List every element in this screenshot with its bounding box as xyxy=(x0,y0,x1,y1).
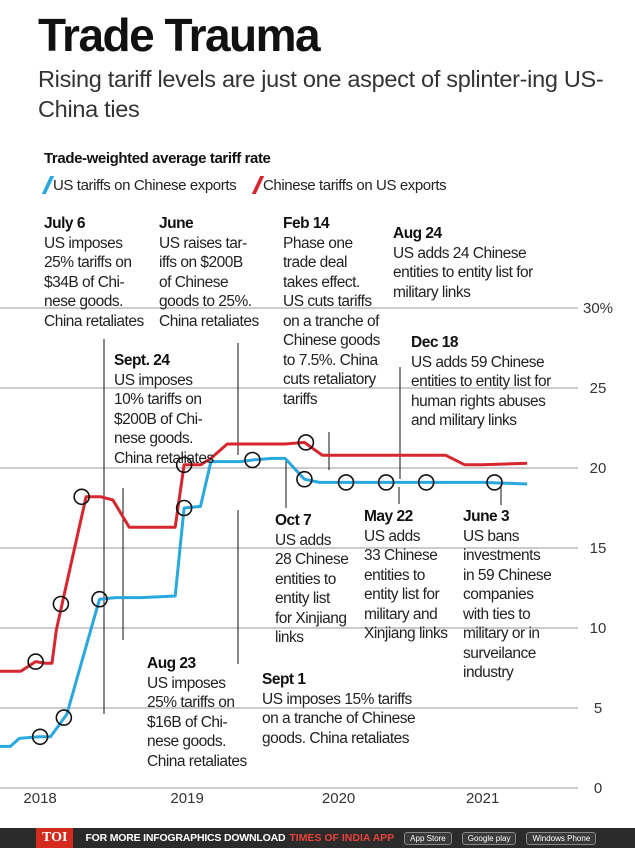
annotation-date: Aug 24 xyxy=(393,225,442,242)
legend-label-us: US tariffs on Chinese exports xyxy=(53,176,237,194)
event-marker xyxy=(31,728,49,746)
annotation-feb14: Feb 14 Phase one trade deal takes effect… xyxy=(283,214,380,409)
footer-text: FOR MORE INFOGRAPHICS DOWNLOAD xyxy=(85,832,286,844)
y-tick-label: 5 xyxy=(594,700,602,717)
y-tick-label: 20 xyxy=(590,460,607,477)
event-marker xyxy=(337,474,355,491)
annotation-june: June US raises tar- iffs on $200B of Chi… xyxy=(159,214,259,331)
annotation-aug23: Aug 23 US imposes 25% tariffs on $16B of… xyxy=(147,654,247,771)
app-store-badge[interactable]: App Store xyxy=(404,831,452,845)
event-marker xyxy=(486,474,503,491)
event-marker xyxy=(296,470,313,488)
event-marker xyxy=(297,434,315,451)
series-line-us xyxy=(0,456,528,748)
event-marker xyxy=(52,595,70,613)
footer-app-link[interactable]: TIMES OF INDIA APP xyxy=(289,832,395,844)
annotation-may22: May 22 US adds 33 Chinese entities to en… xyxy=(364,507,448,644)
annotation-date: June 3 xyxy=(463,508,510,525)
annotation-text: Phase one trade deal takes effect. US cu… xyxy=(283,234,380,408)
annotation-text: US adds 28 Chinese entities to entity li… xyxy=(275,531,349,647)
annotation-july6: July 6 US imposes 25% tariffs on $34B of… xyxy=(44,214,144,331)
event-marker xyxy=(55,709,73,726)
y-tick-label: 25 xyxy=(590,380,607,397)
x-tick-label: 2021 xyxy=(466,790,499,807)
event-marker xyxy=(175,499,193,517)
event-marker xyxy=(244,451,261,469)
x-tick-label: 2018 xyxy=(23,790,56,807)
y-tick-label: 15 xyxy=(590,540,607,557)
annotation-date: July 6 xyxy=(44,215,85,232)
y-tick-label: 0 xyxy=(594,780,602,797)
annotation-text: US adds 33 Chinese entities to entity li… xyxy=(364,527,448,643)
legend-item-us: US tariffs on Chinese exports xyxy=(41,176,237,194)
annotation-aug24: Aug 24 US adds 24 Chinese entities to en… xyxy=(393,224,533,302)
google-play-badge[interactable]: Google play xyxy=(461,831,517,845)
x-tick-label: 2019 xyxy=(170,790,203,807)
page-subtitle: Rising tariff levels are just one aspect… xyxy=(38,66,604,122)
annotation-oct7: Oct 7 US adds 28 Chinese entities to ent… xyxy=(275,511,349,648)
annotation-text: US imposes 25% tariffs on $34B of Chi- n… xyxy=(44,234,144,330)
page-title: Trade Trauma xyxy=(38,9,321,61)
annotation-date: Feb 14 xyxy=(283,215,330,232)
annotation-june3: June 3 US bans investments in 59 Chinese… xyxy=(463,507,552,683)
windows-phone-badge[interactable]: Windows Phone xyxy=(526,831,597,845)
annotation-text: US raises tar- iffs on $200B of Chinese … xyxy=(159,234,259,330)
annotation-text: US adds 24 Chinese entities to entity li… xyxy=(393,244,533,301)
annotation-sept24: Sept. 24 US imposes 10% tariffs on $200B… xyxy=(114,351,214,468)
legend-label-china: Chinese tariffs on US exports xyxy=(263,176,447,194)
annotation-date: Aug 23 xyxy=(147,655,196,672)
event-marker xyxy=(27,653,44,670)
line-chart: 30% 25 20 15 10 5 0 2018 2019 2020 2021 xyxy=(0,300,613,807)
y-tick-label: 10 xyxy=(590,620,607,637)
annotation-date: Oct 7 xyxy=(275,512,312,529)
annotation-dec18: Dec 18 US adds 59 Chinese entities to en… xyxy=(411,333,551,431)
footer-bar: TOI FOR MORE INFOGRAPHICS DOWNLOAD TIMES… xyxy=(0,828,635,848)
annotation-text: US imposes 10% tariffs on $200B of Chi- … xyxy=(114,371,214,467)
annotation-date: May 22 xyxy=(364,508,413,525)
event-marker xyxy=(417,474,435,491)
annotation-text: US bans investments in 59 Chinese compan… xyxy=(463,527,552,682)
event-marker xyxy=(377,474,395,491)
annotation-date: June xyxy=(159,215,194,232)
annotation-date: Dec 18 xyxy=(411,334,458,351)
event-marker xyxy=(175,456,193,474)
annotation-sept1: Sept 1 US imposes 15% tariffs on a tranc… xyxy=(262,670,416,748)
annotation-text: US imposes 15% tariffs on a tranche of C… xyxy=(262,690,416,747)
chart-title: Trade-weighted average tariff rate xyxy=(44,150,271,167)
y-tick-label: 30% xyxy=(583,300,613,317)
event-marker xyxy=(73,488,90,506)
event-marker xyxy=(91,590,108,608)
annotation-date: Sept 1 xyxy=(262,671,306,688)
toi-logo: TOI xyxy=(36,828,74,848)
series-line-china xyxy=(0,440,528,673)
annotation-date: Sept. 24 xyxy=(114,352,170,369)
legend-item-china: Chinese tariffs on US exports xyxy=(251,176,447,194)
annotation-text: US imposes 25% tariffs on $16B of Chi- n… xyxy=(147,674,247,770)
x-tick-label: 2020 xyxy=(322,790,355,807)
annotation-text: US adds 59 Chinese entities to entity li… xyxy=(411,353,551,430)
